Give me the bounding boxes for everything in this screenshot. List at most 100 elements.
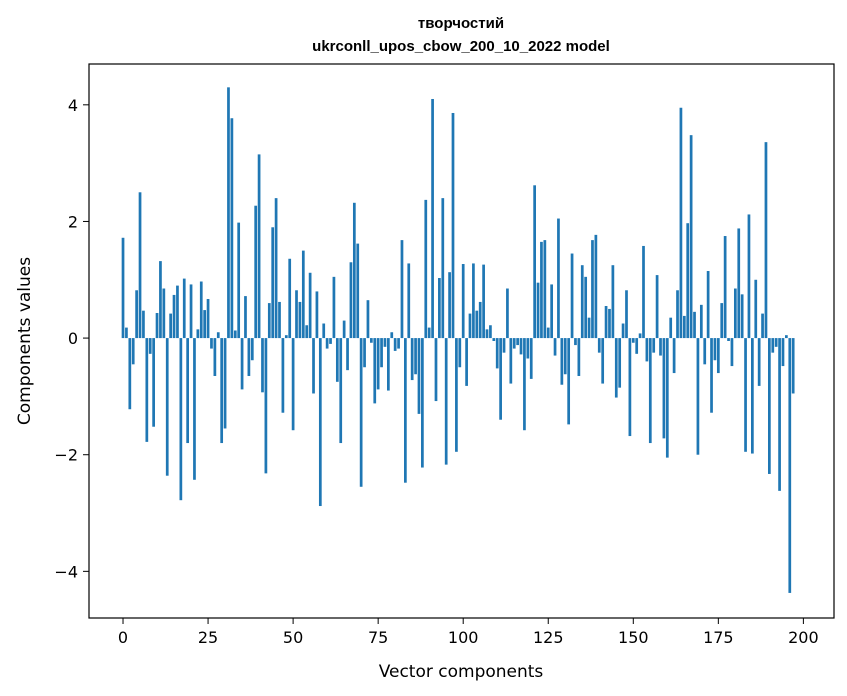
bar-176	[720, 303, 724, 339]
bar-173	[710, 338, 713, 413]
bar-92	[434, 338, 438, 402]
bar-74	[373, 338, 377, 404]
bar-117	[519, 338, 523, 355]
bar-0	[121, 237, 125, 339]
bar-168	[693, 311, 696, 339]
bar-10	[155, 313, 159, 339]
y-tick-label-0: −4	[54, 562, 78, 581]
bar-43	[267, 303, 271, 339]
bar-197	[791, 338, 795, 394]
bar-189	[764, 142, 768, 339]
bar-138	[591, 240, 594, 339]
bar-164	[679, 107, 683, 339]
bar-87	[417, 338, 421, 414]
bar-147	[621, 323, 625, 339]
bar-111	[499, 338, 502, 420]
bar-188	[761, 313, 764, 339]
bar-140	[597, 338, 601, 353]
bar-90	[427, 327, 431, 339]
bar-183	[744, 338, 747, 452]
bar-112	[502, 338, 506, 353]
bar-152	[638, 333, 642, 339]
bar-72	[366, 300, 370, 339]
bar-153	[642, 245, 645, 339]
bar-62	[332, 276, 336, 339]
bar-58	[318, 338, 322, 507]
bar-37	[247, 338, 251, 376]
bar-26	[210, 338, 213, 349]
bar-53	[301, 250, 305, 339]
bar-54	[305, 325, 309, 339]
bar-114	[509, 338, 513, 384]
y-tick-label-1: −2	[54, 446, 78, 465]
bar-162	[672, 338, 676, 374]
x-tick-label-7: 175	[703, 628, 734, 647]
bar-66	[346, 338, 349, 371]
bar-151	[635, 338, 639, 354]
bar-174	[713, 338, 717, 361]
bar-108	[489, 325, 492, 339]
bar-22	[196, 329, 200, 339]
bar-13	[165, 338, 169, 476]
bar-21	[193, 338, 196, 480]
bar-81	[397, 338, 400, 349]
bar-133	[574, 338, 577, 346]
bar-158	[659, 338, 662, 356]
bar-12	[162, 288, 166, 339]
bar-68	[352, 202, 356, 339]
bar-175	[716, 338, 720, 374]
bar-16	[176, 285, 179, 339]
bar-106	[482, 264, 485, 339]
bar-69	[356, 243, 360, 339]
bar-180	[733, 288, 737, 339]
bar-136	[584, 276, 588, 339]
bar-67	[349, 262, 353, 339]
y-axis-label: Components values	[15, 257, 35, 425]
bar-85	[410, 338, 414, 381]
bar-31	[227, 87, 230, 339]
bar-105	[478, 301, 482, 339]
bar-107	[485, 329, 489, 339]
bar-177	[723, 236, 727, 339]
bar-71	[363, 338, 366, 368]
bar-142	[604, 306, 608, 339]
bar-116	[516, 338, 519, 346]
bar-61	[329, 338, 332, 344]
bar-146	[618, 338, 622, 388]
plot-frame	[88, 63, 835, 619]
bar-118	[523, 338, 526, 431]
bar-98	[455, 338, 458, 452]
x-tick-label-6: 150	[618, 628, 649, 647]
x-axis-label: Vector components	[379, 662, 544, 682]
bar-119	[526, 338, 530, 359]
bar-159	[662, 338, 666, 439]
bar-193	[778, 338, 781, 491]
bar-166	[686, 223, 690, 339]
bar-89	[424, 199, 428, 339]
bar-19	[186, 338, 190, 444]
bar-29	[220, 338, 224, 444]
bar-143	[608, 308, 611, 339]
bar-104	[475, 310, 479, 339]
bar-23	[199, 281, 203, 339]
bar-120	[529, 338, 533, 379]
bar-35	[240, 338, 244, 390]
bar-56	[312, 338, 315, 394]
bar-132	[570, 253, 574, 339]
bar-141	[601, 338, 605, 384]
bar-88	[421, 338, 424, 468]
bar-93	[438, 278, 441, 339]
bar-99	[458, 338, 462, 368]
bar-41	[261, 338, 264, 393]
bar-94	[441, 198, 445, 339]
bar-7	[145, 338, 149, 442]
bar-4	[135, 290, 138, 339]
bar-109	[492, 338, 496, 341]
bar-110	[495, 338, 499, 369]
bar-79	[390, 332, 394, 339]
bar-73	[369, 338, 373, 343]
bar-84	[407, 263, 411, 339]
bar-103	[472, 263, 475, 339]
bar-83	[404, 338, 407, 483]
bar-131	[567, 338, 571, 425]
